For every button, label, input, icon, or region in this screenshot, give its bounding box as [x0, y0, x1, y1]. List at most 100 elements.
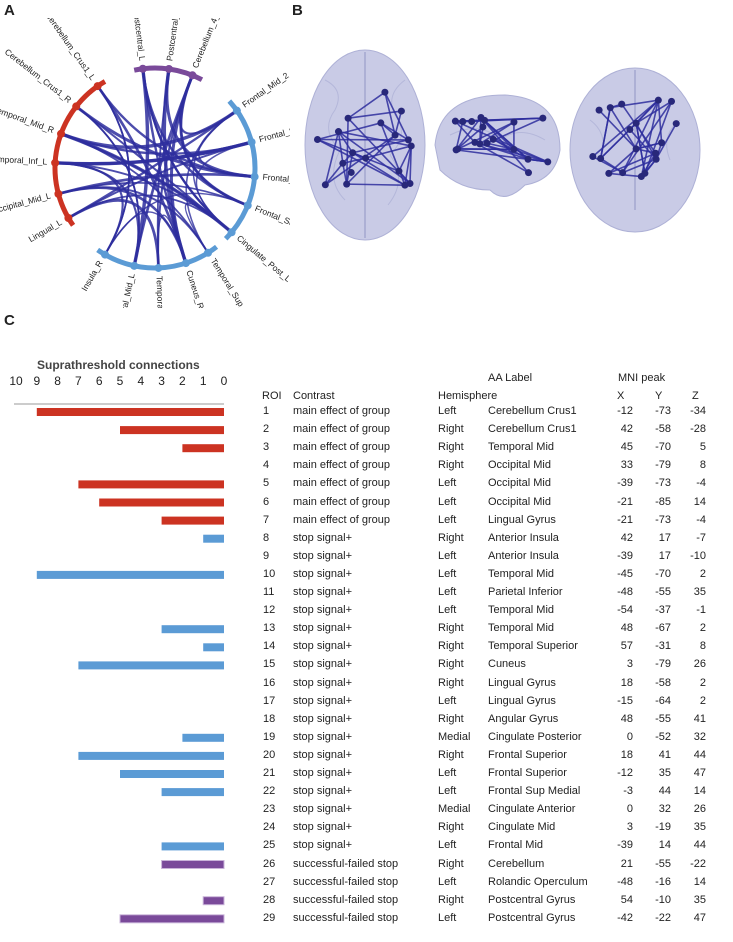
mni-x-cell: -15: [617, 694, 633, 707]
hemisphere-cell: Left: [438, 549, 457, 562]
mni-y-cell: -55: [655, 857, 671, 870]
contrast-cell: stop signal+: [293, 658, 353, 671]
aa-label-cell: Occipital Mid: [488, 495, 551, 508]
chord-label: Frontal_Sup_2_R: [254, 203, 290, 237]
roi-cell: 22: [263, 785, 276, 798]
brain-edge: [455, 126, 484, 151]
roi-cell: 12: [263, 604, 276, 617]
hemisphere-cell: Right: [438, 893, 464, 906]
mni-z-cell: -22: [690, 857, 706, 870]
brain-node: [395, 167, 403, 175]
aa-label-cell: Temporal Mid: [488, 441, 555, 454]
brain-edge: [479, 117, 482, 144]
mni-x-cell: 0: [626, 730, 633, 743]
roi-cell: 27: [263, 875, 276, 888]
brain-edge: [317, 122, 382, 141]
contrast-header: Contrast: [293, 390, 335, 402]
brain-node: [595, 106, 603, 114]
brain-edge: [600, 128, 631, 160]
contrast-cell: main effect of group: [293, 459, 391, 472]
aa-label-cell: Lingual Gyrus: [488, 676, 556, 689]
mni-x-cell: 45: [620, 441, 633, 454]
chord-node: [54, 189, 63, 198]
brain-node: [397, 107, 405, 115]
brain-node: [606, 104, 614, 112]
brain-node: [489, 135, 497, 143]
connection-bar-chart: 10 9 8 7 6 5 4 3 2 1 0: [9, 374, 228, 924]
brain-node: [483, 139, 491, 147]
brain-edge: [324, 131, 340, 186]
mni-y-cell: -73: [655, 405, 671, 417]
hemisphere-cell: Right: [438, 531, 464, 544]
mni-peak-header: MNI peak: [618, 372, 666, 384]
mni-x-cell: -12: [617, 405, 633, 417]
hemisphere-cell: Left: [438, 586, 457, 598]
hemisphere-cell: Right: [438, 459, 464, 472]
brain-edge: [398, 145, 412, 172]
brain-node: [452, 146, 460, 154]
chord-node: [138, 64, 147, 73]
chord-link: [58, 161, 140, 264]
mni-y-cell: -79: [655, 658, 671, 671]
hemisphere-cell: Right: [438, 712, 464, 725]
chord-node: [93, 82, 102, 91]
aa-label-cell: Temporal Superior: [488, 640, 578, 653]
brain-edge: [474, 141, 529, 174]
mni-y-cell: 17: [658, 531, 671, 544]
mni-x-cell: -39: [617, 477, 633, 490]
mni-z-cell: 2: [699, 567, 706, 580]
bar-roi-15: [78, 661, 225, 670]
hemisphere-cell: Left: [438, 477, 457, 490]
contrast-cell: stop signal+: [293, 785, 353, 798]
brain-node: [377, 119, 385, 127]
brain-node: [477, 113, 485, 121]
aa-label-header: AA Label: [488, 372, 533, 384]
mni-z-cell: 47: [693, 911, 706, 924]
chord-label: Frontal_Sup_Medial_L: [258, 112, 290, 144]
mni-x-cell: 48: [620, 712, 633, 725]
chord-label: Cingulate_Post_L: [235, 233, 290, 284]
contrast-cell: main effect of group: [293, 477, 391, 490]
aa-label-cell: Cingulate Anterior: [488, 803, 576, 816]
roi-cell: 16: [263, 676, 276, 689]
roi-cell: 8: [263, 531, 270, 544]
mni-z-cell: 41: [693, 712, 706, 725]
mni-y-cell: -79: [655, 459, 671, 472]
brain-node: [524, 155, 532, 163]
brain-node: [597, 154, 605, 162]
contrast-cell: stop signal+: [293, 604, 353, 617]
chord-node: [250, 172, 259, 181]
mni-z-cell: 5: [699, 441, 706, 454]
brain-node: [618, 100, 626, 108]
brain-node: [313, 135, 321, 143]
chord-node: [181, 259, 190, 268]
mni-z-cell: 2: [699, 694, 706, 707]
chord-label: Postcentral_L: [131, 18, 147, 62]
aa-label-cell: Frontal Superior: [488, 748, 567, 761]
brain-edge: [635, 100, 672, 124]
chord-node: [203, 248, 212, 257]
mni-y-cell: -19: [655, 821, 671, 834]
chord-node: [72, 102, 81, 111]
contrast-cell: successful-failed stop: [293, 893, 399, 906]
hemisphere-cell: Medial: [438, 730, 471, 743]
aa-label-cell: Temporal Mid: [488, 622, 555, 635]
bar-roi-1: [36, 408, 224, 416]
hemisphere-cell: Right: [438, 423, 464, 436]
chord-diagram: Cerebellum_Crus1_LCerebellum_Crus1_RTemp…: [0, 18, 290, 308]
roi-cell: 9: [263, 549, 270, 562]
brain-edge: [622, 158, 657, 174]
roi-cell: 14: [263, 640, 276, 653]
mni-z-cell: 14: [693, 875, 706, 888]
bar-tick-label: 5: [117, 374, 124, 388]
bar-roi-5: [78, 480, 225, 489]
roi-cell: 24: [263, 821, 276, 834]
contrast-cell: main effect of group: [293, 513, 391, 526]
chord-link: [197, 111, 252, 178]
chord-label: Cuneus_R: [184, 269, 206, 308]
brain-renderings: [304, 49, 701, 241]
bar-tick-label: 3: [158, 374, 165, 388]
hemisphere-cell: Left: [438, 694, 457, 707]
hemisphere-cell: Medial: [438, 803, 471, 816]
mni-z-cell: 26: [693, 803, 706, 816]
